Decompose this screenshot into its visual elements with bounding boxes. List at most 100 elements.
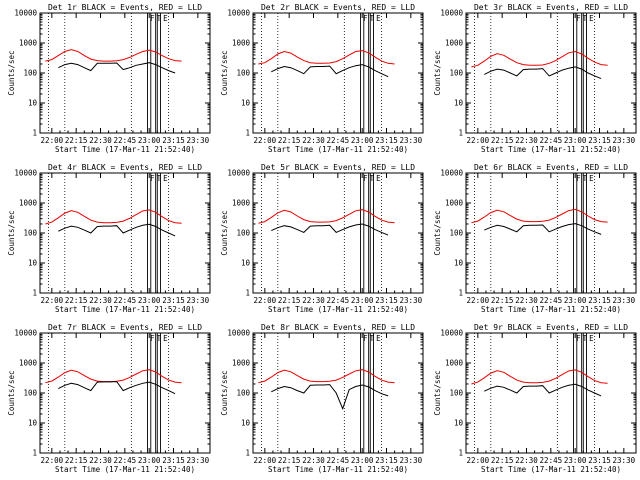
- series-lld-line: [45, 49, 182, 62]
- series-events-line: [271, 384, 389, 411]
- y-tick-label: 10: [454, 419, 464, 428]
- series-lld-line: [471, 50, 608, 68]
- x-tick-label: 23:15: [588, 296, 611, 305]
- series-lld-line: [45, 209, 182, 225]
- x-tick-label: 23:15: [162, 296, 185, 305]
- y-tick-label: 100: [449, 69, 463, 78]
- panel-1: Det 1r BLACK = Events, RED = LLD Counts/s…: [7, 3, 211, 154]
- y-tick-label: 100: [23, 389, 37, 398]
- event-label: E: [376, 174, 381, 183]
- x-tick-label: 23:00: [564, 136, 587, 145]
- y-tick-label: 1: [32, 129, 37, 138]
- x-tick-label: 22:30: [89, 456, 112, 465]
- x-tick-label: 22:15: [278, 136, 301, 145]
- x-tick-label: 23:30: [187, 456, 210, 465]
- x-tick-label: 22:45: [540, 136, 563, 145]
- x-tick-label: 23:30: [613, 136, 636, 145]
- panel-4: Det 4r BLACK = Events, RED = LLD Counts/s…: [7, 163, 211, 314]
- panel-title: Det 2r BLACK = Events, RED = LLD: [261, 3, 415, 12]
- event-label: E: [589, 14, 594, 23]
- x-tick-label: 23:00: [351, 296, 374, 305]
- panel-3: Det 3r BLACK = Events, RED = LLD Counts/s…: [433, 3, 637, 154]
- x-tick-label: 22:45: [327, 296, 350, 305]
- y-tick-label: 100: [236, 389, 250, 398]
- panel-title: Det 3r BLACK = Events, RED = LLD: [474, 3, 628, 12]
- x-axis-label: Start Time (17-Mar-11 21:52:40): [481, 465, 621, 474]
- y-tick-label: 10000: [440, 329, 463, 338]
- panel-2: Det 2r BLACK = Events, RED = LLD Counts/s…: [220, 3, 424, 154]
- x-tick-label: 22:00: [254, 296, 277, 305]
- panel-title: Det 7r BLACK = Events, RED = LLD: [48, 323, 202, 332]
- series-lld-line: [45, 369, 182, 384]
- y-tick-label: 100: [23, 229, 37, 238]
- x-tick-label: 23:00: [351, 136, 374, 145]
- event-label: T: [157, 14, 162, 23]
- y-tick-label: 1000: [232, 359, 251, 368]
- panel-title: Det 6r BLACK = Events, RED = LLD: [474, 163, 628, 172]
- x-tick-label: 22:15: [278, 296, 301, 305]
- plot-frame: [465, 332, 637, 454]
- event-label: E: [589, 174, 594, 183]
- event-label: T: [583, 14, 588, 23]
- y-axis-label: Counts/sec: [433, 50, 442, 95]
- x-tick-label: 23:00: [564, 456, 587, 465]
- x-axis-label: Start Time (17-Mar-11 21:52:40): [268, 305, 408, 314]
- plot-frame: [39, 172, 211, 294]
- series-events-line: [58, 223, 176, 237]
- y-tick-label: 10: [241, 99, 251, 108]
- x-tick-label: 22:30: [515, 136, 538, 145]
- y-tick-label: 1: [458, 449, 463, 458]
- y-tick-label: 10000: [227, 9, 250, 18]
- x-tick-label: 22:00: [254, 456, 277, 465]
- y-axis-label: Counts/sec: [7, 210, 16, 255]
- x-tick-label: 22:45: [114, 296, 137, 305]
- x-tick-label: 22:15: [278, 456, 301, 465]
- y-tick-label: 1: [245, 129, 250, 138]
- event-label: F: [363, 334, 368, 343]
- y-tick-label: 100: [449, 229, 463, 238]
- x-tick-label: 22:30: [302, 456, 325, 465]
- event-label: F: [576, 334, 581, 343]
- x-tick-label: 22:00: [41, 456, 64, 465]
- y-tick-label: 10000: [14, 169, 37, 178]
- event-label: E: [376, 334, 381, 343]
- plot-frame: [39, 332, 211, 454]
- x-tick-label: 23:15: [162, 136, 185, 145]
- y-tick-label: 10: [28, 259, 38, 268]
- y-tick-label: 1: [245, 449, 250, 458]
- y-tick-label: 10: [454, 259, 464, 268]
- x-tick-label: 22:15: [491, 136, 514, 145]
- x-tick-label: 22:30: [89, 296, 112, 305]
- y-tick-label: 1000: [445, 39, 464, 48]
- y-axis-label: Counts/sec: [220, 210, 229, 255]
- x-axis-label: Start Time (17-Mar-11 21:52:40): [481, 305, 621, 314]
- x-tick-label: 23:30: [187, 296, 210, 305]
- event-label: E: [163, 14, 168, 23]
- y-tick-label: 1: [32, 449, 37, 458]
- event-label: T: [157, 174, 162, 183]
- x-tick-label: 23:00: [564, 296, 587, 305]
- x-tick-label: 22:45: [327, 456, 350, 465]
- panel-title: Det 9r BLACK = Events, RED = LLD: [474, 323, 628, 332]
- y-axis-label: Counts/sec: [7, 50, 16, 95]
- event-label: F: [150, 334, 155, 343]
- panel-6: Det 6r BLACK = Events, RED = LLD Counts/s…: [433, 163, 637, 314]
- x-axis-label: Start Time (17-Mar-11 21:52:40): [55, 145, 195, 154]
- series-lld-line: [258, 209, 395, 224]
- y-axis-label: Counts/sec: [220, 370, 229, 415]
- x-tick-label: 22:15: [65, 456, 88, 465]
- y-tick-label: 10: [28, 419, 38, 428]
- panel-5: Det 5r BLACK = Events, RED = LLD Counts/s…: [220, 163, 424, 314]
- y-tick-label: 100: [449, 389, 463, 398]
- y-tick-label: 10: [241, 259, 251, 268]
- event-label: T: [370, 334, 375, 343]
- x-tick-label: 23:30: [187, 136, 210, 145]
- x-axis-label: Start Time (17-Mar-11 21:52:40): [55, 305, 195, 314]
- plot-frame: [252, 172, 424, 294]
- y-tick-label: 1000: [19, 359, 38, 368]
- event-label: E: [163, 174, 168, 183]
- x-tick-label: 22:15: [65, 136, 88, 145]
- y-axis-label: Counts/sec: [433, 210, 442, 255]
- x-tick-label: 22:45: [114, 136, 137, 145]
- x-tick-label: 22:30: [302, 296, 325, 305]
